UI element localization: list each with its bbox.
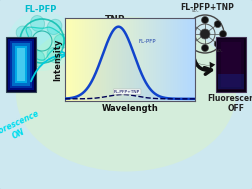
FancyBboxPatch shape [8,39,34,90]
FancyBboxPatch shape [17,48,25,81]
FancyArrowPatch shape [185,44,215,69]
Ellipse shape [47,19,62,35]
Text: +: + [89,26,99,40]
X-axis label: Wavelength: Wavelength [102,104,158,113]
Circle shape [200,29,210,39]
Text: $NO_2$: $NO_2$ [108,44,118,52]
Circle shape [202,44,208,51]
Ellipse shape [8,11,76,71]
Text: Fluorescence
OFF: Fluorescence OFF [207,94,252,113]
Ellipse shape [30,15,45,31]
Text: FL-PFP+TNP: FL-PFP+TNP [114,90,140,94]
FancyBboxPatch shape [218,39,244,90]
Circle shape [183,30,191,37]
Ellipse shape [30,51,45,67]
Text: Fluorescence
ON: Fluorescence ON [0,109,46,150]
FancyBboxPatch shape [12,43,30,86]
Ellipse shape [16,42,32,56]
Y-axis label: Intensity: Intensity [53,38,62,81]
FancyArrowPatch shape [193,52,211,74]
Circle shape [214,21,221,28]
Circle shape [214,40,221,47]
Text: $NO_2$: $NO_2$ [215,47,223,55]
Ellipse shape [47,47,62,63]
Text: $NO_2$: $NO_2$ [121,27,131,35]
Text: OH: OH [110,19,116,23]
FancyBboxPatch shape [6,37,36,92]
Text: FL-PFP+TNP: FL-PFP+TNP [180,4,234,12]
Text: TNP: TNP [105,15,125,23]
Circle shape [202,16,208,23]
FancyBboxPatch shape [221,42,241,87]
FancyBboxPatch shape [218,74,244,89]
FancyBboxPatch shape [10,41,32,88]
Text: $NO_2$: $NO_2$ [93,27,103,35]
Circle shape [219,30,227,37]
Ellipse shape [16,26,32,40]
FancyBboxPatch shape [216,37,246,92]
FancyBboxPatch shape [15,46,27,83]
Text: $NO_2$: $NO_2$ [191,7,199,15]
Text: FL-PFP: FL-PFP [24,5,56,13]
Circle shape [189,21,196,28]
Ellipse shape [16,16,236,171]
PathPatch shape [26,27,66,60]
Text: FL-PFP: FL-PFP [139,39,156,44]
Circle shape [189,40,196,47]
Ellipse shape [54,34,70,48]
